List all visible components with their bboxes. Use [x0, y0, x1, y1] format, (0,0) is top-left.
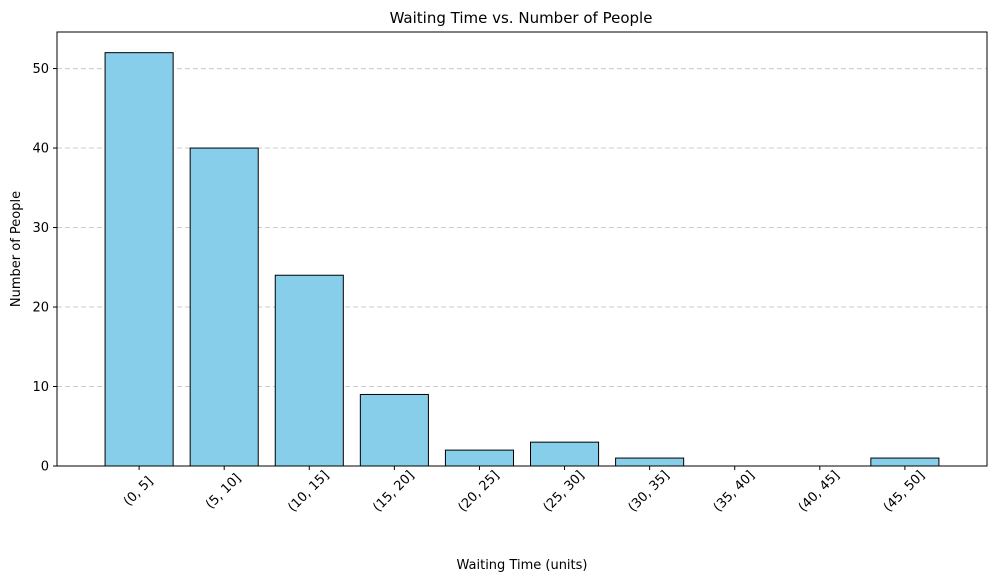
- x-tick-label: (15, 20]: [370, 468, 417, 515]
- x-tick-label: (45, 50]: [881, 468, 928, 515]
- bar: [189, 147, 259, 467]
- y-axis-ticks: 0 10 20 30 40 50: [32, 62, 57, 475]
- x-tick-label: (40, 45]: [796, 468, 843, 515]
- y-tick-label: 40: [32, 142, 49, 157]
- x-tick-label: (10, 15]: [285, 468, 332, 515]
- bar: [444, 449, 514, 467]
- plot-frame: [56, 31, 988, 467]
- x-axis-ticks: (0, 5] (5, 10] (10, 15] (15, 20] (20, 25] (25…: [121, 466, 928, 515]
- y-tick-label: 50: [32, 62, 49, 77]
- y-tick-label: 0: [41, 460, 49, 475]
- y-tick-label: 20: [32, 301, 49, 316]
- x-tick-label: (0, 5]: [121, 474, 156, 509]
- bar: [870, 457, 940, 467]
- bar: [104, 52, 174, 467]
- bar: [615, 457, 685, 467]
- y-tick-label: 10: [32, 380, 49, 395]
- y-axis-label: Number of People: [9, 191, 24, 307]
- bar: [530, 441, 600, 467]
- x-tick-label: (35, 40]: [711, 468, 758, 515]
- x-tick-label: (30, 35]: [626, 468, 673, 515]
- y-tick-label: 30: [32, 221, 49, 236]
- bar: [274, 274, 344, 467]
- x-tick-label: (5, 10]: [203, 471, 244, 512]
- chart-title: Waiting Time vs. Number of People: [390, 9, 653, 27]
- x-tick-label: (20, 25]: [455, 468, 502, 515]
- x-tick-label: (25, 30]: [541, 468, 588, 515]
- bar: [359, 393, 429, 467]
- bars: [104, 52, 940, 467]
- x-axis-label: Waiting Time (units): [457, 558, 588, 573]
